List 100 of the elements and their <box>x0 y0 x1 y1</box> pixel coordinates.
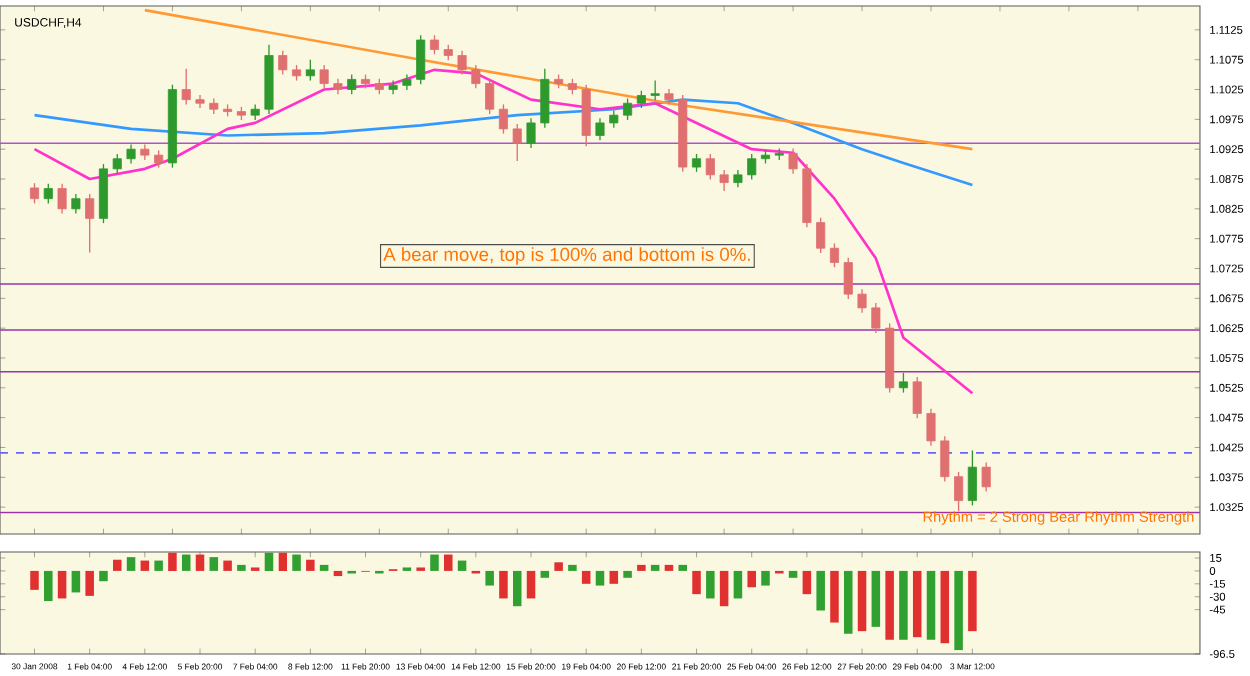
candlestick <box>967 449 977 507</box>
bar <box>154 560 163 571</box>
bar <box>830 570 839 623</box>
bar <box>44 570 53 602</box>
candlestick <box>871 302 881 334</box>
bar <box>857 570 867 632</box>
bar <box>761 570 770 586</box>
bar <box>333 570 343 577</box>
candlestick <box>498 103 508 135</box>
bar <box>430 554 439 571</box>
candlestick <box>457 50 467 76</box>
candlestick <box>43 183 53 205</box>
bar <box>209 557 219 571</box>
bar <box>747 570 756 588</box>
bar <box>954 570 963 651</box>
candlestick <box>319 64 329 89</box>
bar <box>733 570 743 599</box>
candlestick <box>278 50 288 76</box>
candlestick <box>485 78 495 115</box>
candlestick <box>581 84 591 147</box>
bar <box>568 564 577 571</box>
candlestick <box>57 183 67 215</box>
bar <box>816 570 825 611</box>
bar <box>802 570 812 595</box>
line-series <box>143 8 974 151</box>
bar <box>540 570 550 578</box>
candlestick <box>829 242 839 268</box>
candlestick <box>512 123 522 162</box>
line-series <box>33 98 974 187</box>
bar <box>926 570 936 640</box>
bar <box>968 570 977 632</box>
bar <box>306 559 315 571</box>
bar <box>237 564 246 571</box>
candlestick <box>416 34 426 85</box>
candlestick <box>843 257 853 300</box>
bar <box>843 570 853 634</box>
candlestick <box>305 59 315 82</box>
bar <box>512 570 522 607</box>
bar <box>264 552 274 571</box>
bar <box>871 570 881 627</box>
bar <box>30 570 39 590</box>
candlestick <box>526 117 536 149</box>
bar <box>650 564 660 571</box>
candlestick <box>747 153 757 181</box>
candlestick <box>940 435 950 483</box>
bar <box>126 557 136 571</box>
bar <box>623 570 632 578</box>
bar <box>692 570 701 595</box>
bar <box>940 570 950 644</box>
bar <box>885 570 894 640</box>
bar <box>140 560 150 571</box>
bar <box>526 570 536 599</box>
candlestick <box>981 461 991 493</box>
candlestick <box>471 64 481 89</box>
bar <box>181 554 191 571</box>
bar <box>99 570 108 582</box>
candlestick <box>181 67 191 106</box>
bar <box>485 570 494 586</box>
bar <box>319 564 329 571</box>
candlestick <box>347 73 357 95</box>
candlestick <box>429 34 440 55</box>
bar <box>554 562 563 571</box>
bar <box>595 570 605 586</box>
bar <box>581 570 591 584</box>
bar <box>637 564 646 571</box>
candlestick <box>816 217 826 254</box>
bar <box>292 554 301 571</box>
candlestick <box>29 182 40 205</box>
candlestick <box>788 147 798 175</box>
candlestick <box>126 143 136 165</box>
candlestick <box>112 153 122 175</box>
candlestick <box>705 153 715 181</box>
bar <box>609 570 619 584</box>
bar <box>457 560 467 571</box>
bar <box>664 564 674 571</box>
annotation: A bear move, top is 100% and bottom is 0%. <box>383 247 750 265</box>
bar <box>499 570 508 599</box>
bar <box>85 570 94 596</box>
candlestick <box>857 288 867 314</box>
candlestick <box>912 376 922 419</box>
bar <box>444 554 453 571</box>
bar <box>678 564 688 571</box>
bar <box>719 570 729 607</box>
bar <box>168 552 177 571</box>
bar <box>788 570 798 578</box>
candlestick <box>926 408 936 447</box>
candlestick <box>719 169 729 192</box>
candlestick <box>954 471 964 512</box>
bar <box>706 570 715 599</box>
bar <box>71 570 81 593</box>
bar <box>195 554 205 571</box>
candlestick <box>71 193 81 215</box>
bar <box>278 552 288 571</box>
candlestick <box>595 117 605 141</box>
bar <box>112 559 122 571</box>
bar <box>912 570 922 638</box>
bar <box>223 560 232 571</box>
candlestick <box>650 79 660 101</box>
bar <box>899 570 908 640</box>
candlestick <box>85 193 95 254</box>
